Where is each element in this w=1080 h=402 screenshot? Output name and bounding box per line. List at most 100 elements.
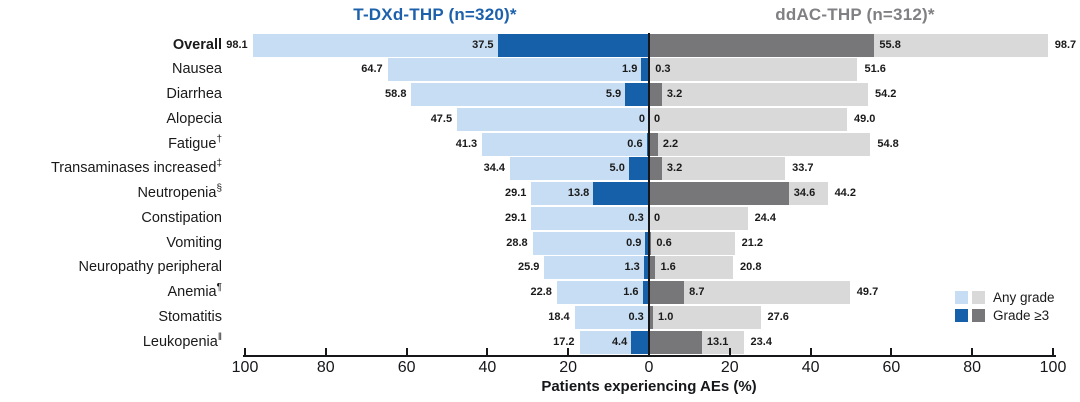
ae-row: Overall 98.1 37.5 55.8 98.7 — [0, 33, 1080, 57]
zero-axis-line — [648, 33, 650, 357]
bar-tdxd-grade3 — [645, 231, 649, 255]
category-label: Vomiting — [166, 234, 222, 251]
x-axis-tick — [728, 348, 731, 355]
value-tdxd-grade3: 0.6 — [627, 137, 643, 150]
bar-tdxd-any-grade — [387, 58, 649, 82]
x-axis-tick-label: 20 — [559, 359, 578, 376]
legend: Any grade Grade ≥3 — [955, 290, 1055, 326]
value-tdxd-grade3: 0.3 — [628, 310, 644, 323]
value-tdxd-any-grade: 29.1 — [505, 211, 527, 224]
bar-tdxd-any-grade — [532, 231, 649, 255]
value-ddac-grade3: 8.7 — [689, 286, 705, 299]
value-tdxd-grade3: 1.6 — [623, 286, 639, 299]
category-label: Fatigue† — [168, 133, 222, 152]
value-tdxd-any-grade: 28.8 — [506, 236, 528, 249]
category-label: Transaminases increased‡ — [50, 158, 222, 177]
value-ddac-any-grade: 33.7 — [792, 162, 814, 175]
value-tdxd-any-grade: 34.4 — [483, 162, 506, 175]
ae-row: Nausea 64.7 1.9 0.3 51.6 — [0, 58, 1080, 82]
category-label: Leukopenia‖ — [142, 331, 222, 350]
value-ddac-grade3: 0.3 — [655, 63, 671, 76]
x-axis-tick-label: 100 — [1039, 359, 1067, 376]
value-tdxd-any-grade: 25.9 — [517, 261, 540, 274]
bar-ddac-any-grade — [649, 83, 868, 107]
value-ddac-any-grade: 23.4 — [750, 335, 772, 348]
bar-tdxd-grade3 — [628, 157, 649, 181]
x-axis-tick — [244, 348, 246, 355]
bar-ddac-any-grade — [649, 231, 735, 255]
value-tdxd-grade3: 1.9 — [622, 63, 638, 76]
bar-tdxd-any-grade — [556, 281, 649, 305]
value-tdxd-grade3: 4.4 — [611, 335, 628, 348]
x-axis-tick-label: 80 — [316, 359, 335, 376]
bar-ddac-any-grade — [649, 281, 850, 305]
x-axis-tick-label: 60 — [882, 359, 901, 376]
ae-row: Alopecia 47.5 0 0 49.0 — [0, 107, 1080, 131]
ae-row: Constipation 29.1 0.3 0 24.4 — [0, 206, 1080, 230]
value-tdxd-grade3: 13.8 — [567, 187, 590, 200]
x-axis-line — [243, 355, 1056, 357]
x-axis-tick — [405, 348, 408, 355]
bar-ddac-grade3 — [649, 83, 662, 107]
category-label: Stomatitis — [158, 308, 222, 325]
ae-row: Transaminases increased‡ 34.4 5.0 3.2 33.7 — [0, 157, 1080, 181]
ae-row: Leukopenia‖ 17.2 4.4 13.1 23.4 — [0, 330, 1080, 354]
value-tdxd-any-grade: 29.1 — [505, 187, 527, 200]
bar-ddac-any-grade — [649, 256, 734, 280]
value-ddac-any-grade: 51.6 — [864, 63, 886, 76]
value-tdxd-grade3: 5.9 — [605, 88, 622, 101]
x-axis-tick — [890, 348, 893, 355]
ae-row: Neutropenia§ 29.1 13.8 34.6 44.2 — [0, 182, 1080, 206]
legend-item-any-grade: Any grade — [955, 289, 1055, 305]
category-label: Neuropathy peripheral — [78, 259, 222, 276]
value-ddac-any-grade: 44.2 — [834, 187, 856, 200]
bar-tdxd-any-grade — [531, 206, 649, 230]
value-ddac-any-grade: 54.8 — [877, 137, 899, 150]
bar-tdxd-grade3 — [641, 58, 649, 82]
ae-row: Neuropathy peripheral 25.9 1.3 1.6 20.8 — [0, 256, 1080, 280]
value-ddac-any-grade: 54.2 — [874, 88, 897, 101]
value-ddac-grade3: 2.2 — [662, 137, 679, 150]
value-tdxd-grade3: 0.3 — [628, 211, 644, 224]
value-ddac-grade3: 1.6 — [660, 261, 676, 274]
value-tdxd-any-grade: 98.1 — [226, 38, 248, 51]
bar-ddac-grade3 — [649, 132, 658, 156]
bar-tdxd-any-grade — [457, 107, 649, 131]
ae-row: Stomatitis 18.4 0.3 1.0 27.6 — [0, 305, 1080, 329]
grade3-blue-swatch — [955, 308, 968, 322]
bar-ddac-grade3 — [649, 182, 789, 206]
bar-tdxd-grade3 — [642, 281, 649, 305]
value-ddac-grade3: 13.1 — [706, 335, 729, 348]
category-label: Anemia¶ — [167, 282, 222, 301]
bar-tdxd-grade3 — [631, 330, 649, 354]
ae-row: Anemia¶ 22.8 1.6 8.7 49.7 — [0, 281, 1080, 305]
value-tdxd-any-grade: 22.8 — [530, 286, 552, 299]
any-grade-blue-swatch — [955, 290, 968, 304]
ae-row: Vomiting 28.8 0.9 0.6 21.2 — [0, 231, 1080, 255]
x-axis-tick — [648, 348, 650, 355]
right-arm-title: ddAC-THP (n=312)* — [775, 5, 935, 24]
bar-ddac-grade3 — [649, 305, 654, 329]
x-axis-tick — [809, 348, 812, 355]
bar-ddac-grade3 — [649, 330, 702, 354]
bar-tdxd-any-grade — [510, 157, 649, 181]
left-arm-title: T-DXd-THP (n=320)* — [353, 5, 517, 24]
legend-label-any-grade: Any grade — [993, 289, 1055, 305]
bar-tdxd-any-grade — [544, 256, 649, 280]
category-label: Overall — [172, 36, 222, 53]
bar-ddac-any-grade — [649, 107, 847, 131]
value-tdxd-grade3: 0 — [638, 112, 645, 125]
x-axis-tick-label: 20 — [720, 359, 739, 376]
value-tdxd-grade3: 0.9 — [626, 236, 642, 249]
value-ddac-grade3: 0 — [654, 112, 661, 125]
bar-tdxd-grade3 — [497, 33, 649, 57]
value-ddac-grade3: 0 — [654, 211, 661, 224]
value-tdxd-any-grade: 18.4 — [548, 310, 570, 323]
bar-ddac-grade3 — [649, 157, 662, 181]
category-label: Nausea — [172, 61, 222, 78]
bar-ddac-grade3 — [649, 281, 685, 305]
bar-ddac-any-grade — [649, 206, 748, 230]
value-tdxd-any-grade: 58.8 — [385, 88, 407, 101]
x-axis-tick — [324, 348, 327, 355]
